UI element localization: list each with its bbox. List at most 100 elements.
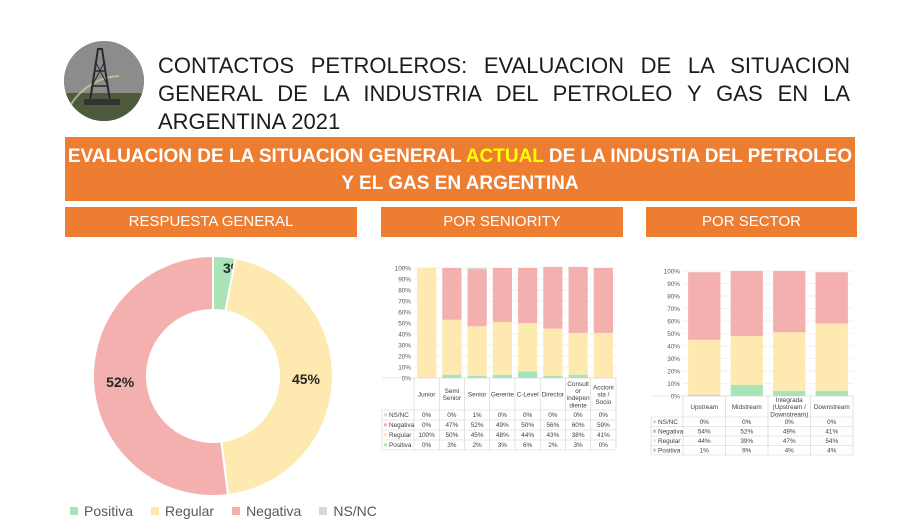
table-cell-value: 52% — [740, 428, 753, 435]
x-category-label: indepen — [567, 395, 590, 402]
legend-swatch — [319, 507, 328, 515]
table-cell-value: 2% — [473, 442, 483, 449]
bar-regular — [815, 323, 848, 391]
y-tick-label: 50% — [398, 321, 411, 328]
table-cell-value: 4% — [827, 447, 837, 454]
table-cell-value: 52% — [471, 422, 484, 429]
bar-regular — [568, 332, 588, 375]
table-cell-value: 0% — [785, 419, 795, 426]
table-row-header: NS/NC — [658, 419, 678, 426]
bar-negativa — [593, 268, 613, 333]
table-cell-value: 60% — [572, 422, 585, 429]
table-cell-value: 3% — [498, 442, 508, 449]
table-row-header: Negativa — [658, 428, 684, 435]
section-header-seniority: POR SENIORITY — [381, 207, 623, 237]
bar-positiva — [688, 394, 721, 396]
x-category-label: Accioni — [593, 384, 614, 391]
table-row-header: Positiva — [389, 442, 412, 449]
table-cell-value: 0% — [422, 442, 432, 449]
legend-label: Regular — [165, 503, 215, 519]
section-header-sector: POR SECTOR — [646, 207, 857, 237]
y-tick-label: 20% — [667, 369, 680, 376]
table-cell-value: 3% — [574, 442, 584, 449]
x-category-label: Semi — [445, 388, 460, 395]
bar-positiva — [815, 391, 848, 396]
table-cell-value: 50% — [445, 432, 458, 439]
bar-regular — [730, 336, 763, 385]
y-tick-label: 30% — [667, 356, 680, 363]
table-cell-value: 0% — [742, 419, 752, 426]
bar-negativa — [730, 271, 763, 336]
table-legend-swatch — [384, 423, 387, 427]
table-row-header: Regular — [389, 432, 412, 439]
bar-negativa — [492, 268, 512, 322]
bar-regular — [492, 321, 512, 375]
table-cell-value: 41% — [597, 432, 610, 439]
bar-positiva — [518, 371, 538, 378]
banner-text-1: EVALUACION DE LA SITUACION GENERAL — [67, 146, 466, 167]
table-cell-value: 6% — [523, 442, 533, 449]
table-row-header: NS/NC — [389, 412, 409, 419]
page-title: CONTACTOS PETROLEROS: EVALUACION DE LA S… — [158, 53, 850, 134]
legend-label: Positiva — [84, 503, 134, 519]
bar-positiva — [543, 375, 563, 378]
table-cell-value: 49% — [496, 422, 509, 429]
banner-highlight: ACTUAL — [465, 146, 544, 167]
legend-item: Regular — [151, 503, 214, 519]
x-category-label: Consult — [567, 381, 589, 388]
table-cell-value: 1% — [700, 447, 710, 454]
y-tick-label: 20% — [398, 354, 411, 361]
bar-negativa — [543, 266, 563, 329]
donut-legend: Positiva Regular Negativa NS/NC — [70, 503, 377, 519]
legend-label: NS/NC — [333, 503, 377, 519]
table-cell-value: 9% — [742, 447, 752, 454]
y-tick-label: 100% — [664, 269, 681, 276]
bar-positiva — [492, 374, 512, 378]
y-tick-label: 30% — [398, 343, 411, 350]
table-cell-value: 54% — [825, 438, 838, 445]
legend-label: Negativa — [246, 503, 302, 519]
x-category-label: Senior — [468, 392, 487, 399]
table-cell-value: 0% — [422, 422, 432, 429]
table-cell-value: 59% — [597, 422, 610, 429]
bar-regular — [442, 319, 462, 375]
bar-negativa — [773, 271, 806, 333]
table-cell-value: 47% — [445, 422, 458, 429]
table-row-header: Negativa — [389, 422, 415, 429]
legend-item: Positiva — [70, 503, 133, 519]
x-category-label: Integrada — [776, 397, 803, 404]
x-category-label: Junior — [418, 392, 436, 399]
y-tick-label: 60% — [398, 310, 411, 317]
table-cell-value: 54% — [698, 428, 711, 435]
y-tick-label: 90% — [667, 281, 680, 288]
bar-regular — [688, 339, 721, 395]
table-cell-value: 48% — [496, 432, 509, 439]
table-cell-value: 0% — [599, 412, 609, 419]
table-cell-value: 38% — [572, 432, 585, 439]
main-banner: EVALUACION DE LA SITUACION GENERAL ACTUA… — [65, 137, 855, 201]
table-cell-value: 43% — [546, 432, 559, 439]
donut-slice-regular — [220, 256, 334, 497]
table-cell-value: 0% — [447, 412, 457, 419]
legend-item: Negativa — [232, 503, 301, 519]
bar-positiva — [730, 384, 763, 396]
table-cell-value: 45% — [471, 432, 484, 439]
y-tick-label: 10% — [398, 365, 411, 372]
table-cell-value: 100% — [418, 432, 435, 439]
table-row-header: Regular — [658, 438, 681, 445]
table-cell-value: 0% — [599, 442, 609, 449]
bar-negativa — [815, 272, 848, 324]
table-legend-swatch — [653, 448, 656, 452]
table-cell-value: 2% — [548, 442, 558, 449]
donut-chart: 3%45%52% — [92, 254, 334, 497]
x-category-label: Director — [542, 392, 565, 399]
table-cell-value: 0% — [498, 412, 508, 419]
table-cell-value: 50% — [521, 422, 534, 429]
y-tick-label: 100% — [395, 266, 412, 273]
y-tick-label: 70% — [667, 306, 680, 313]
table-cell-value: 0% — [548, 412, 558, 419]
legend-swatch — [70, 507, 78, 515]
table-legend-swatch — [384, 443, 387, 447]
bar-positiva — [568, 374, 588, 378]
bar-positiva — [773, 391, 806, 396]
